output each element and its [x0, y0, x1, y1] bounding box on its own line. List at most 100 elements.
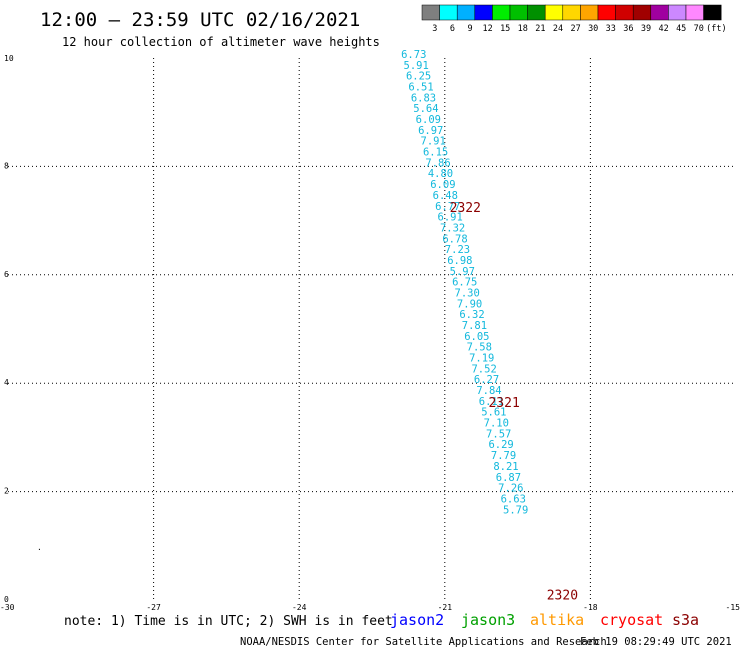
wave-height-value: 6.48	[433, 190, 458, 202]
plot-area: -30 -27 -24 -21 -18 -15 0 2 4 6 8 10 6.735.916.256.…	[0, 49, 740, 612]
colorbar-swatch	[544, 4, 564, 21]
colorbar-label: 33	[606, 24, 616, 34]
wave-height-value: 7.58	[467, 342, 492, 354]
satellite-legend-cryosat: cryosat	[600, 611, 663, 629]
wave-height-value: 5.97	[450, 266, 475, 278]
pass-annotations: 2322 2321 2320	[450, 201, 578, 604]
colorbar-swatch	[615, 4, 634, 21]
wave-height-value: 7.52	[471, 363, 496, 375]
wave-height-value: 7.81	[462, 320, 487, 332]
x-tick-label: -27	[146, 603, 161, 612]
stray-dot-mark: ·	[37, 545, 42, 554]
wave-height-value: 6.78	[442, 233, 467, 245]
satellite-legend-jason3: jason3	[461, 611, 515, 629]
x-tick-label: -15	[726, 603, 740, 612]
wave-height-value: 5.61	[481, 407, 506, 419]
colorbar-label: 21	[535, 24, 545, 34]
wave-height-value: 7.10	[484, 418, 509, 430]
wave-height-value: 7.84	[476, 385, 501, 397]
y-tick-label: 4	[4, 378, 9, 387]
x-tick-label: -21	[438, 603, 453, 612]
grid-lines	[8, 58, 736, 600]
pass-number-label: 2320	[547, 588, 578, 603]
colorbar-label: 36	[623, 24, 633, 34]
footer-note: note: 1) Time is in UTC; 2) SWH is in fe…	[64, 614, 393, 629]
wave-height-value: 6.97	[418, 125, 443, 137]
x-tick-label: -30	[0, 603, 15, 612]
wave-height-value: 7.30	[455, 287, 480, 299]
pass-number-label: 2322	[450, 201, 481, 216]
wave-height-value: 6.51	[408, 82, 433, 94]
colorbar-swatch	[562, 4, 581, 21]
wave-height-value: 6.09	[416, 114, 441, 126]
colorbar-label: 27	[570, 24, 580, 34]
colorbar-label: 30	[588, 24, 598, 34]
x-tick-label: -18	[583, 603, 598, 612]
y-tick-label: 2	[4, 487, 9, 496]
wave-height-value: 8.21	[493, 461, 518, 473]
colorbar-label: 15	[500, 24, 510, 34]
colorbar-swatch	[509, 4, 528, 21]
y-tick-label: 10	[4, 54, 14, 63]
wave-height-value: 6.77	[435, 201, 460, 213]
wave-height-value: 6.27	[474, 374, 499, 386]
wave-height-value: 7.32	[440, 222, 465, 234]
satellite-legend-s3a: s3a	[672, 611, 699, 629]
wave-height-value: 6.75	[452, 277, 477, 289]
wave-height-value: 7.90	[457, 298, 482, 310]
wave-height-value: 4.80	[428, 168, 453, 180]
colorbar-label: 70	[694, 24, 704, 34]
colorbar-swatch	[703, 4, 722, 21]
wave-height-value: 7.26	[498, 483, 523, 495]
wave-height-value: 6.91	[438, 212, 463, 224]
y-tick-label: 0	[4, 595, 9, 604]
colorbar-swatch	[474, 4, 493, 21]
pass-number-label: 2321	[488, 396, 519, 411]
wave-height-value: 5.64	[413, 103, 438, 115]
y-tick-label: 6	[4, 270, 9, 279]
satellite-legend: jason2 jason3 altika cryosat s3a	[390, 611, 699, 629]
wave-height-value: 6.83	[411, 92, 436, 104]
colorbar-swatch	[632, 4, 652, 21]
satellite-legend-jason2: jason2	[390, 611, 444, 629]
colorbar-swatch	[527, 4, 546, 21]
chart-subtitle: 12 hour collection of altimeter wave hei…	[62, 35, 380, 49]
colorbar-swatch	[456, 4, 476, 21]
wave-height-value: 6.98	[447, 255, 472, 267]
y-tick-label: 8	[4, 161, 9, 170]
wave-height-value: 6.11	[479, 396, 504, 408]
wave-height-value: 7.86	[425, 157, 450, 169]
footer-credit: NOAA/NESDIS Center for Satellite Applica…	[240, 636, 607, 648]
colorbar-label: 3	[432, 24, 437, 34]
colorbar-swatch	[668, 4, 687, 21]
wave-height-value: 6.15	[423, 147, 448, 159]
colorbar-label: 9	[467, 24, 472, 34]
colorbar-label: 42	[658, 24, 668, 34]
colorbar-label: (ft)	[706, 24, 726, 34]
colorbar-swatch	[685, 4, 704, 21]
colorbar-swatch	[439, 4, 458, 21]
x-tick-label: -24	[292, 603, 307, 612]
colorbar-label: 39	[641, 24, 651, 34]
colorbar-swatch	[421, 4, 440, 21]
colorbar-label: 6	[450, 24, 455, 34]
colorbar-label: 18	[518, 24, 528, 34]
wave-height-value: 7.19	[469, 353, 494, 365]
axis-ticks: -30 -27 -24 -21 -18 -15 0 2 4 6 8 10	[0, 54, 740, 612]
wave-height-points: 6.735.916.256.516.835.646.096.977.916.15…	[401, 49, 528, 516]
colorbar-label: 12	[482, 24, 492, 34]
wave-height-value: 5.91	[404, 60, 429, 72]
wave-height-value: 6.29	[488, 439, 513, 451]
wave-height-value: 6.05	[464, 331, 489, 343]
colorbar-swatch	[580, 4, 599, 21]
wave-height-value: 6.63	[501, 493, 526, 505]
wave-height-value: 7.57	[486, 428, 511, 440]
wave-height-value: 6.87	[496, 472, 521, 484]
footer-timestamp: Feb 19 08:29:49 UTC 2021	[580, 636, 732, 648]
colorbar-swatch	[492, 4, 511, 21]
wave-height-value: 6.25	[406, 71, 431, 83]
colorbar-legend: 3 6 9 12 15 18 21 24 27 30 33 36 39 42 45 70 (ft)	[421, 4, 727, 34]
wave-height-value: 7.23	[445, 244, 470, 256]
wave-height-value: 7.79	[491, 450, 516, 462]
colorbar-swatch	[597, 4, 616, 21]
